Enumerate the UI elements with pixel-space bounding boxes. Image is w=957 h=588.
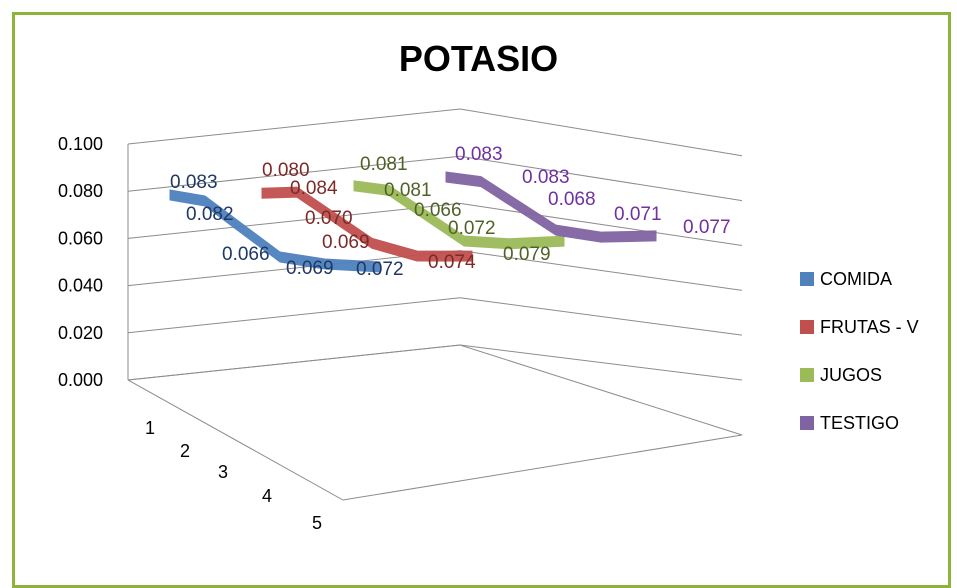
y-tick-label: 0.000 xyxy=(58,370,103,390)
data-label: 0.083 xyxy=(522,167,570,188)
legend-item-testigo: TESTIGO xyxy=(800,399,919,447)
data-label: 0.070 xyxy=(305,208,353,229)
legend-label: FRUTAS - V xyxy=(820,316,919,337)
legend-item-frutas: FRUTAS - V xyxy=(800,303,919,351)
series-ribbon-0 xyxy=(169,189,381,273)
legend-swatch xyxy=(800,320,814,334)
gridline xyxy=(127,297,461,334)
x-tick-label: 2 xyxy=(180,441,190,461)
series-ribbon-3 xyxy=(445,171,657,243)
data-label: 0.072 xyxy=(356,259,404,280)
legend-item-comida: COMIDA xyxy=(800,255,919,303)
data-label: 0.066 xyxy=(222,244,270,265)
y-tick-label: 0.040 xyxy=(58,276,103,296)
data-label: 0.066 xyxy=(414,200,462,221)
chart-frame xyxy=(12,12,951,588)
y-tick-label: 0.100 xyxy=(58,134,103,154)
legend-item-jugos: JUGOS xyxy=(800,351,919,399)
legend-label: COMIDA xyxy=(820,268,892,289)
gridline xyxy=(459,250,743,291)
data-label: 0.069 xyxy=(322,232,370,253)
legend-swatch xyxy=(800,272,814,286)
gridline xyxy=(459,108,743,157)
gridline xyxy=(127,108,461,145)
data-label: 0.082 xyxy=(186,204,234,225)
legend-label: JUGOS xyxy=(820,364,883,385)
data-label: 0.080 xyxy=(262,160,310,181)
y-tick-label: 0.080 xyxy=(58,181,103,201)
y-tick-label: 0.060 xyxy=(58,228,103,248)
data-label: 0.081 xyxy=(384,180,432,201)
data-label: 0.074 xyxy=(428,252,476,273)
x-tick-label: 1 xyxy=(145,418,155,438)
data-label: 0.081 xyxy=(360,154,408,175)
y-tick-label: 0.020 xyxy=(58,323,103,343)
data-label: 0.079 xyxy=(503,244,551,265)
series-ribbon-1 xyxy=(261,186,473,262)
chart-title: POTASIO xyxy=(398,38,559,79)
data-label: 0.071 xyxy=(614,204,662,225)
gridline xyxy=(459,155,743,202)
gridline xyxy=(459,297,743,336)
data-label: 0.069 xyxy=(286,258,334,279)
series-ribbon-2 xyxy=(353,180,565,250)
floor-edge xyxy=(127,344,743,501)
gridline xyxy=(127,155,461,192)
legend-label: TESTIGO xyxy=(820,412,900,433)
gridline xyxy=(459,202,743,246)
data-label: 0.084 xyxy=(290,178,338,199)
data-label: 0.083 xyxy=(170,172,218,193)
x-tick-label: 3 xyxy=(218,462,228,482)
legend-swatch xyxy=(800,416,814,430)
x-tick-label: 5 xyxy=(312,513,322,533)
legend-swatch xyxy=(800,368,814,382)
gridline xyxy=(459,344,743,381)
gridline xyxy=(127,202,461,239)
legend: COMIDA FRUTAS - V JUGOS TESTIGO xyxy=(800,255,919,447)
data-label: 0.068 xyxy=(548,189,596,210)
data-label: 0.083 xyxy=(455,144,503,165)
x-tick-label: 4 xyxy=(262,486,272,506)
data-label: 0.072 xyxy=(448,218,496,239)
data-label: 0.077 xyxy=(683,217,731,238)
